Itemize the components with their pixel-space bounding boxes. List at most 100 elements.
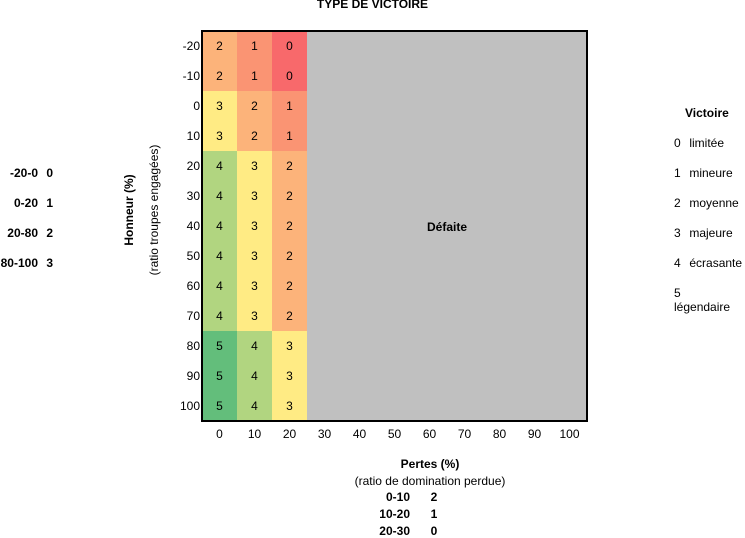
losses-range: 20-30 xyxy=(379,524,410,538)
heatmap-cell xyxy=(237,361,272,391)
heatmap-cell xyxy=(202,31,237,61)
heatmap-cell xyxy=(202,331,237,361)
cell-label: 2 xyxy=(286,309,293,323)
heatmap-cell xyxy=(272,91,307,121)
legend-label: limitée xyxy=(689,136,725,150)
heatmap-cell xyxy=(202,391,237,421)
heatmap-cell xyxy=(272,211,307,241)
x-tick-label: 60 xyxy=(423,427,437,441)
honor-value: 0 xyxy=(46,166,54,180)
y-tick-label: 20 xyxy=(187,159,201,173)
losses-row: 0-10 2 xyxy=(370,490,437,504)
x-tick-label: 70 xyxy=(458,427,472,441)
heatmap-cell xyxy=(237,181,272,211)
y-tick-label: 0 xyxy=(193,99,200,113)
legend-item: 0 limitée xyxy=(674,136,724,150)
heatmap-cell xyxy=(272,121,307,151)
legend-item: 2 moyenne xyxy=(674,196,739,210)
heatmap-cell xyxy=(272,391,307,421)
defeat-label: Défaite xyxy=(427,220,467,234)
cell-label: 4 xyxy=(216,159,223,173)
heatmap-cell xyxy=(202,271,237,301)
y-tick-label: 30 xyxy=(187,189,201,203)
cell-label: 3 xyxy=(251,309,258,323)
heatmap-cell xyxy=(202,61,237,91)
heatmap-cell xyxy=(237,151,272,181)
x-tick-label: 80 xyxy=(493,427,507,441)
losses-range: 0-10 xyxy=(385,490,410,504)
y-tick-label: 60 xyxy=(187,279,201,293)
cell-label: 3 xyxy=(286,399,293,413)
legend-key: 1 xyxy=(674,166,681,180)
legend-key: 4 xyxy=(674,256,681,270)
heatmap-cell xyxy=(202,151,237,181)
cell-label: 3 xyxy=(251,159,258,173)
heatmap-cell xyxy=(272,271,307,301)
cell-label: 2 xyxy=(251,99,258,113)
losses-row: 20-30 0 xyxy=(370,524,437,538)
x-tick-label: 10 xyxy=(248,427,262,441)
legend-item: 5 légendaire xyxy=(674,286,745,314)
heatmap-cell xyxy=(237,211,272,241)
legend-item: 3 majeure xyxy=(674,226,733,240)
y-tick-label: 50 xyxy=(187,249,201,263)
heatmap-cell xyxy=(237,241,272,271)
legend-label: moyenne xyxy=(689,196,739,210)
heatmap-cell xyxy=(202,91,237,121)
x-tick-label: 20 xyxy=(283,427,297,441)
legend-key: 0 xyxy=(674,136,681,150)
legend-key: 5 xyxy=(674,286,681,300)
x-axis-title: Pertes (%) xyxy=(400,457,460,471)
cell-label: 4 xyxy=(251,399,258,413)
cell-label: 4 xyxy=(216,249,223,263)
heatmap-cell xyxy=(272,181,307,211)
cell-label: 2 xyxy=(216,39,223,53)
cell-label: 3 xyxy=(216,129,223,143)
cell-label: 3 xyxy=(216,99,223,113)
cell-label: 3 xyxy=(251,279,258,293)
legend-key: 3 xyxy=(674,226,681,240)
honor-row: 20-80 2 xyxy=(0,226,53,240)
x-tick-label: 40 xyxy=(353,427,367,441)
honor-value: 1 xyxy=(46,196,54,210)
cell-label: 4 xyxy=(216,219,223,233)
honor-value: 3 xyxy=(46,256,54,270)
heatmap-cell xyxy=(202,361,237,391)
cell-label: 1 xyxy=(251,69,258,83)
cell-label: 4 xyxy=(216,189,223,203)
x-tick-label: 0 xyxy=(216,427,223,441)
cell-label: 3 xyxy=(286,369,293,383)
cell-label: 2 xyxy=(286,279,293,293)
heatmap-cell xyxy=(202,121,237,151)
cell-label: 2 xyxy=(216,69,223,83)
y-tick-label: 80 xyxy=(187,339,201,353)
cell-label: 5 xyxy=(216,339,223,353)
legend-label: écrasante xyxy=(689,256,743,270)
cell-label: 3 xyxy=(251,249,258,263)
legend-title: Victoire xyxy=(685,106,729,120)
cell-label: 2 xyxy=(286,249,293,263)
losses-row: 10-20 1 xyxy=(370,507,437,521)
defeat-region xyxy=(307,31,587,421)
losses-range: 10-20 xyxy=(379,507,410,521)
heatmap-cell xyxy=(237,121,272,151)
heatmap-cell xyxy=(237,31,272,61)
heatmap-cell xyxy=(272,331,307,361)
y-tick-label: 90 xyxy=(187,369,201,383)
heatmap-cell xyxy=(202,211,237,241)
heatmap-cell xyxy=(272,361,307,391)
cell-label: 4 xyxy=(216,279,223,293)
y-tick-label: 10 xyxy=(187,129,201,143)
cell-label: 0 xyxy=(286,39,293,53)
cell-label: 2 xyxy=(286,189,293,203)
cell-label: 4 xyxy=(251,339,258,353)
honor-row: 80-100 3 xyxy=(0,256,53,270)
cell-label: 1 xyxy=(286,129,293,143)
y-tick-label: -10 xyxy=(183,69,201,83)
heatmap-cell xyxy=(272,61,307,91)
y-axis-subtitle: (ratio troupes engagées) xyxy=(147,144,161,276)
x-tick-label: 90 xyxy=(528,427,542,441)
y-tick-label: 40 xyxy=(187,219,201,233)
heatmap-cell xyxy=(237,301,272,331)
heatmap-cell xyxy=(237,271,272,301)
